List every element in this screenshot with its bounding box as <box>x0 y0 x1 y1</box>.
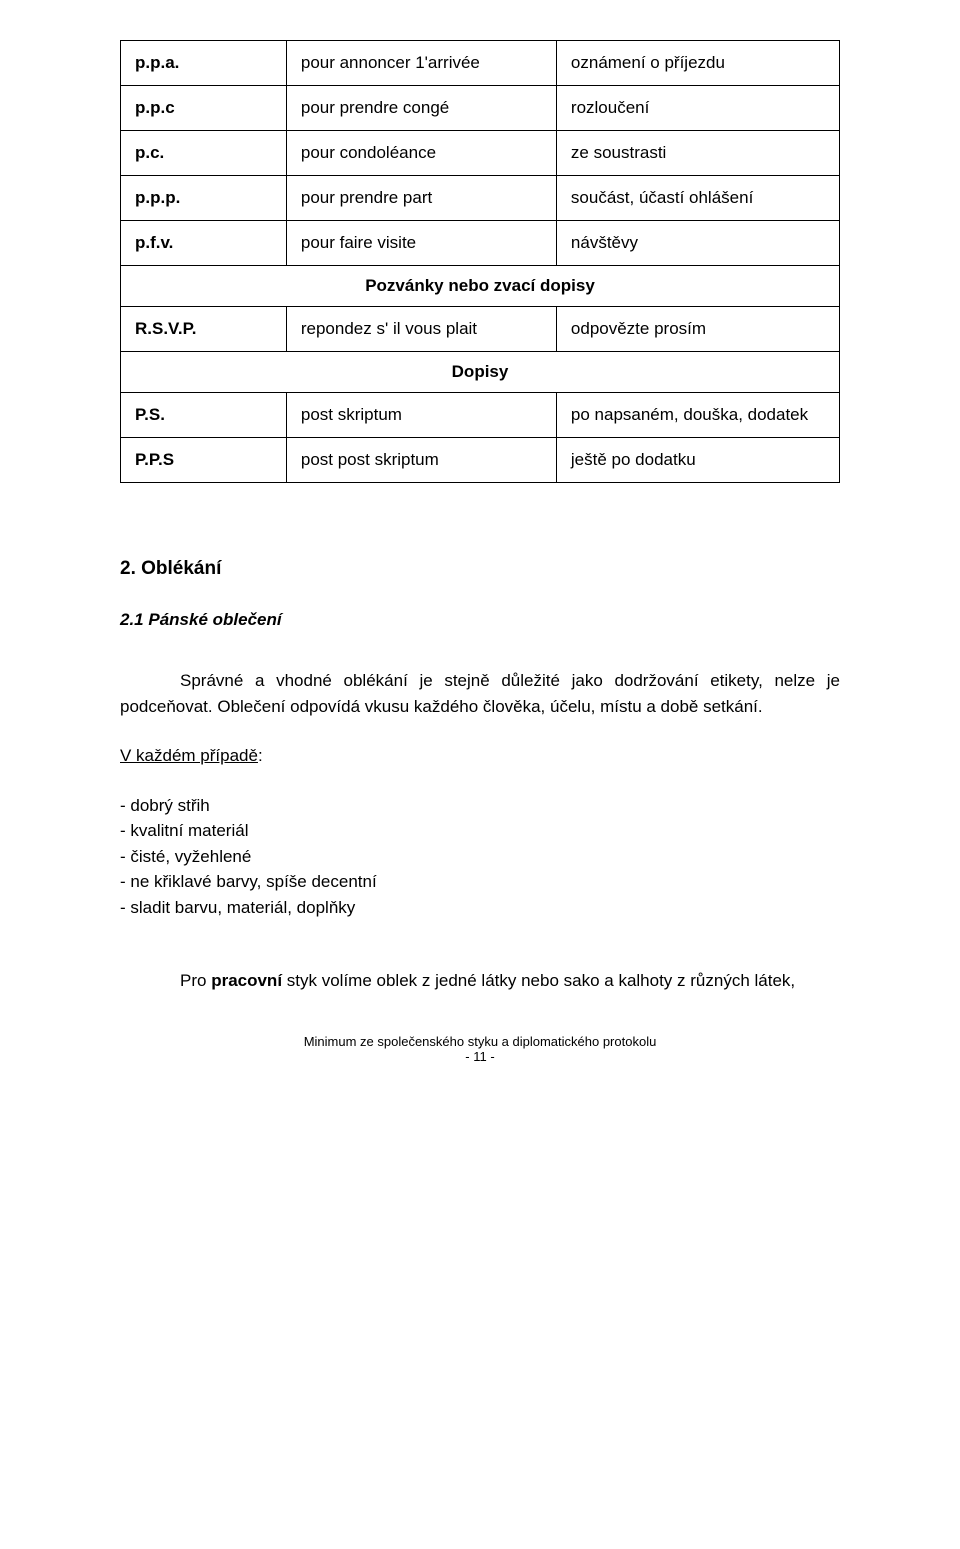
czech-cell: po napsaném, douška, dodatek <box>556 393 839 438</box>
abbr-cell: p.f.v. <box>121 221 287 266</box>
footer-title: Minimum ze společenského styku a diploma… <box>120 1034 840 1049</box>
table-row: P.S. post skriptum po napsaném, douška, … <box>121 393 840 438</box>
section-header-letters: Dopisy <box>121 352 840 393</box>
heading-oblekani: 2. Oblékání <box>120 558 840 580</box>
list-item: - ne křiklavé barvy, spíše decentní <box>120 869 840 895</box>
table-row: R.S.V.P. repondez s' il vous plait odpov… <box>121 307 840 352</box>
list-item: - kvalitní materiál <box>120 818 840 844</box>
underlined-label: V každém případě <box>120 746 258 765</box>
french-cell: pour faire visite <box>286 221 556 266</box>
list-item: - čisté, vyžehlené <box>120 844 840 870</box>
abbr-cell: R.S.V.P. <box>121 307 287 352</box>
abbr-cell: p.c. <box>121 131 287 176</box>
czech-cell: rozloučení <box>556 86 839 131</box>
czech-cell: návštěvy <box>556 221 839 266</box>
subheading-panske: 2.1 Pánské oblečení <box>120 610 840 630</box>
table-row: p.p.p. pour prendre part součást, účastí… <box>121 176 840 221</box>
abbr-cell: P.S. <box>121 393 287 438</box>
czech-cell: ještě po dodatku <box>556 438 839 483</box>
table-row: p.f.v. pour faire visite návštěvy <box>121 221 840 266</box>
section-header-invitations: Pozvánky nebo zvací dopisy <box>121 266 840 307</box>
table-row: p.c. pour condoléance ze soustrasti <box>121 131 840 176</box>
page-footer: Minimum ze společenského styku a diploma… <box>120 1034 840 1064</box>
abbr-cell: P.P.S <box>121 438 287 483</box>
abbr-cell: p.p.a. <box>121 41 287 86</box>
table-row: p.p.a. pour annoncer 1'arrivée oznámení … <box>121 41 840 86</box>
abbr-cell: p.p.p. <box>121 176 287 221</box>
abbreviations-table: p.p.a. pour annoncer 1'arrivée oznámení … <box>120 40 840 483</box>
requirements-list: - dobrý střih - kvalitní materiál - čist… <box>120 793 840 921</box>
list-item: - dobrý střih <box>120 793 840 819</box>
para2-pre: Pro <box>180 971 211 990</box>
czech-cell: součást, účastí ohlášení <box>556 176 839 221</box>
french-cell: pour prendre part <box>286 176 556 221</box>
intro-text: Správné a vhodné oblékání je stejně důle… <box>120 671 840 716</box>
table-row: P.P.S post post skriptum ještě po dodatk… <box>121 438 840 483</box>
abbr-cell: p.p.c <box>121 86 287 131</box>
czech-cell: oznámení o příjezdu <box>556 41 839 86</box>
french-cell: post skriptum <box>286 393 556 438</box>
in-every-case-label: V každém případě: <box>120 743 840 769</box>
para2-post: styk volíme oblek z jedné látky nebo sak… <box>282 971 795 990</box>
paragraph-intro: Správné a vhodné oblékání je stejně důle… <box>120 668 840 719</box>
french-cell: pour annoncer 1'arrivée <box>286 41 556 86</box>
para2-bold: pracovní <box>211 971 282 990</box>
table-section-row: Pozvánky nebo zvací dopisy <box>121 266 840 307</box>
czech-cell: ze soustrasti <box>556 131 839 176</box>
french-cell: pour prendre congé <box>286 86 556 131</box>
document-page: p.p.a. pour annoncer 1'arrivée oznámení … <box>0 0 960 1549</box>
paragraph-work: Pro pracovní styk volíme oblek z jedné l… <box>120 968 840 994</box>
french-cell: pour condoléance <box>286 131 556 176</box>
table-section-row: Dopisy <box>121 352 840 393</box>
czech-cell: odpovězte prosím <box>556 307 839 352</box>
french-cell: post post skriptum <box>286 438 556 483</box>
list-item: - sladit barvu, materiál, doplňky <box>120 895 840 921</box>
footer-pagenum: - 11 - <box>120 1049 840 1064</box>
table-row: p.p.c pour prendre congé rozloučení <box>121 86 840 131</box>
french-cell: repondez s' il vous plait <box>286 307 556 352</box>
